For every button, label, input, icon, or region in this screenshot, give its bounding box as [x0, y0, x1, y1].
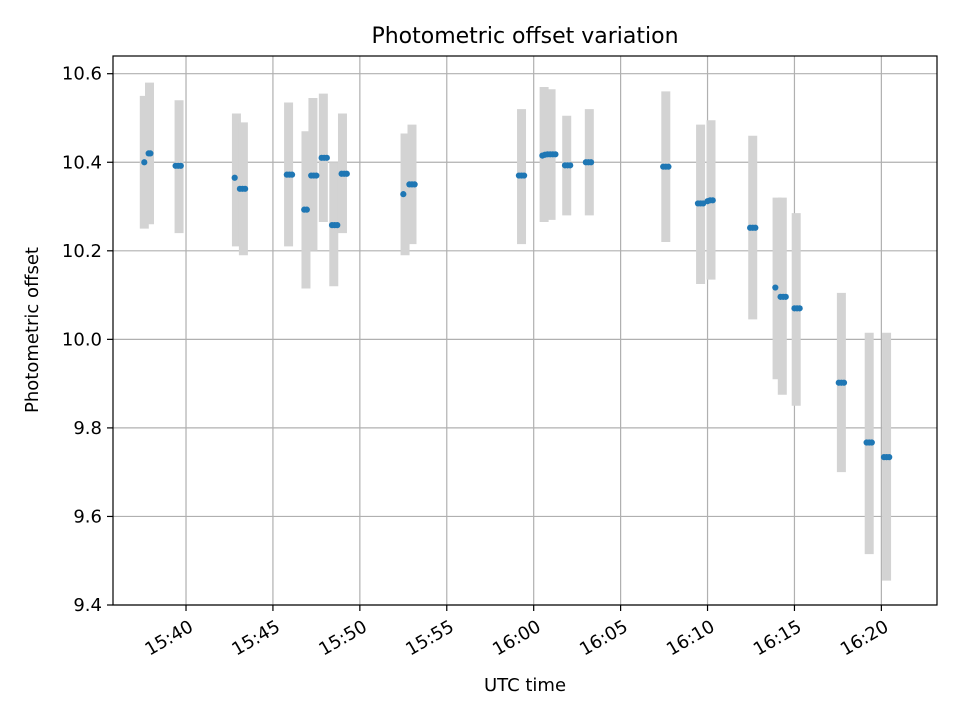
- y-tick-label: 10.2: [62, 241, 102, 262]
- data-point: [400, 191, 407, 198]
- data-point: [552, 151, 559, 158]
- y-tick-label: 9.8: [73, 418, 102, 439]
- chart-title: Photometric offset variation: [371, 24, 678, 49]
- data-point: [868, 439, 875, 446]
- data-point: [303, 206, 310, 213]
- data-point: [411, 181, 418, 188]
- data-point: [709, 197, 716, 204]
- data-point: [242, 185, 249, 192]
- data-point: [177, 162, 184, 169]
- x-axis-label: UTC time: [484, 675, 566, 696]
- data-point: [231, 174, 238, 181]
- data-point: [752, 224, 759, 231]
- data-point: [567, 162, 574, 169]
- data-point: [886, 454, 893, 461]
- data-point: [665, 163, 672, 170]
- data-point: [323, 154, 330, 161]
- y-axis-ticks: 9.4 9.6 9.8 10.0 10.2 10.4 10.6: [62, 64, 113, 616]
- data-point: [796, 305, 803, 312]
- plot-frame: [112, 55, 938, 606]
- data-point: [313, 172, 320, 179]
- data-points: [141, 150, 893, 461]
- y-tick-label: 10.6: [62, 64, 102, 85]
- data-point: [343, 170, 350, 177]
- data-point: [288, 171, 296, 178]
- data-point: [782, 293, 789, 300]
- y-axis-label: Photometric offset: [22, 247, 43, 413]
- y-tick-label: 9.6: [73, 506, 102, 527]
- data-point: [147, 150, 154, 157]
- data-point: [840, 379, 848, 386]
- data-point: [141, 159, 148, 166]
- data-point: [334, 222, 341, 229]
- data-point: [587, 159, 595, 166]
- y-tick-label: 9.4: [73, 595, 102, 616]
- y-tick-label: 10.4: [62, 152, 102, 173]
- data-point: [521, 172, 528, 179]
- y-tick-label: 10.0: [62, 329, 102, 350]
- data-point: [772, 284, 779, 291]
